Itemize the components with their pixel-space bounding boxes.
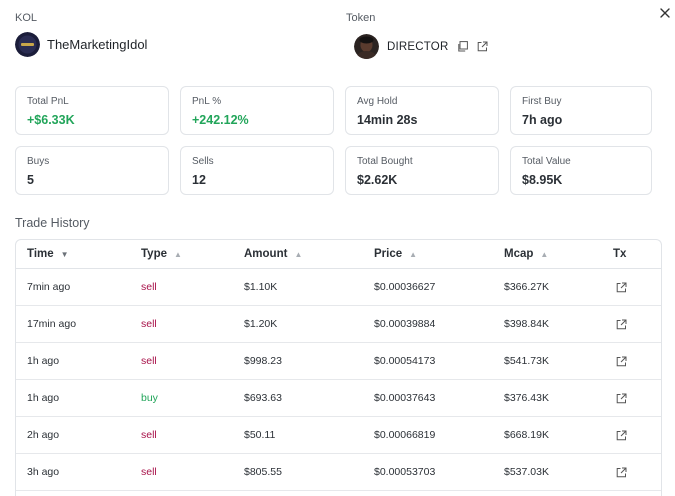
column-header-type[interactable]: Type ▲ [141,248,182,260]
table-header: Time ▼ Type ▲ Amount ▲ Price ▲ Mcap ▲ Tx [16,240,661,269]
cell-amount: $693.63 [244,392,282,404]
stat-label: Total PnL [27,96,69,107]
cell-type: sell [141,466,157,478]
kol-label: KOL [15,12,38,24]
cell-time: 2h ago [27,429,60,441]
token-info: DIRECTOR [354,34,488,59]
column-header-tx: Tx [613,248,626,260]
stat-card-pnl-percent: PnL % +242.12% [180,86,334,135]
sort-asc-icon: ▲ [409,249,418,259]
stat-value: 12 [192,173,206,187]
external-link-icon[interactable] [616,467,627,478]
stat-card-sells: Sells 12 [180,146,334,195]
cell-type: sell [141,429,157,441]
stat-card-total-value: Total Value $8.95K [510,146,652,195]
stat-value: +242.12% [192,113,249,127]
cell-time: 1h ago [27,355,60,367]
cell-type: sell [141,355,157,367]
stat-label: Buys [27,156,50,167]
trade-history-table: Time ▼ Type ▲ Amount ▲ Price ▲ Mcap ▲ Tx… [15,239,662,496]
sort-desc-icon: ▼ [60,249,69,259]
table-row: 7min ago sell $1.10K $0.00036627 $366.27… [16,269,661,306]
column-header-price[interactable]: Price ▲ [374,248,417,260]
cell-amount: $998.23 [244,355,282,367]
stat-label: Sells [192,156,214,167]
cell-time: 1h ago [27,392,60,404]
external-link-icon[interactable] [616,356,627,367]
cell-price: $0.00036627 [374,281,436,293]
cell-price: $0.00039884 [374,318,436,330]
table-row: 1h ago sell $998.23 $0.00054173 $541.73K [16,343,661,380]
copy-icon[interactable] [457,41,469,52]
token-avatar [354,34,379,59]
column-header-amount[interactable]: Amount ▲ [244,248,302,260]
cell-price: $0.00037643 [374,392,436,404]
external-link-icon[interactable] [616,319,627,330]
trade-history-title: Trade History [15,216,90,230]
cell-mcap: $537.03K [504,466,549,478]
close-icon[interactable] [658,6,674,22]
external-link-icon[interactable] [616,393,627,404]
token-name: DIRECTOR [387,40,449,53]
column-header-mcap[interactable]: Mcap ▲ [504,248,548,260]
stat-label: First Buy [522,96,562,107]
table-row: 2h ago sell $50.11 $0.00066819 $668.19K [16,417,661,454]
kol-name: TheMarketingIdol [47,37,148,52]
column-label: Mcap [504,248,534,260]
cell-time: 3h ago [27,466,60,478]
stat-value: 5 [27,173,34,187]
cell-price: $0.00053703 [374,466,436,478]
cell-time: 7min ago [27,281,71,293]
stat-card-first-buy: First Buy 7h ago [510,86,652,135]
stats-grid: Total PnL +$6.33K PnL % +242.12% Avg Hol… [15,86,662,195]
column-label: Price [374,248,403,260]
sort-asc-icon: ▲ [174,249,182,259]
external-link-icon[interactable] [616,282,627,293]
cell-price: $0.00054173 [374,355,436,367]
table-row: 1h ago buy $693.63 $0.00037643 $376.43K [16,380,661,417]
external-link-icon[interactable] [616,430,627,441]
cell-mcap: $366.27K [504,281,549,293]
sort-asc-icon: ▲ [294,249,303,259]
external-link-icon[interactable] [477,41,488,52]
stat-value: +$6.33K [27,113,75,127]
table-row: 17min ago sell $1.20K $0.00039884 $398.8… [16,306,661,343]
stat-label: Total Value [522,156,571,167]
stat-card-total-pnl: Total PnL +$6.33K [15,86,169,135]
cell-mcap: $541.73K [504,355,549,367]
stat-label: Total Bought [357,156,413,167]
stat-label: Avg Hold [357,96,398,107]
token-label: Token [346,12,376,24]
cell-type: sell [141,318,157,330]
cell-amount: $1.20K [244,318,278,330]
column-label: Time [27,248,54,260]
cell-mcap: $376.43K [504,392,549,404]
cell-mcap: $668.19K [504,429,549,441]
cell-amount: $1.10K [244,281,278,293]
cell-type: sell [141,281,157,293]
kol-avatar [15,32,40,57]
column-label: Type [141,248,167,260]
stat-value: 14min 28s [357,113,418,127]
table-row: 3h ago sell $805.55 $0.00053703 $537.03K [16,454,661,491]
sort-asc-icon: ▲ [540,249,549,259]
cell-time: 17min ago [27,318,77,330]
stat-label: PnL % [192,96,222,107]
stat-card-buys: Buys 5 [15,146,169,195]
cell-amount: $50.11 [244,429,276,441]
stat-value: $8.95K [522,173,563,187]
cell-price: $0.00066819 [374,429,436,441]
column-label: Tx [613,248,627,260]
kol-info[interactable]: TheMarketingIdol [15,32,147,57]
cell-amount: $805.55 [244,466,282,478]
cell-type: buy [141,392,158,404]
stat-value: 7h ago [522,113,563,127]
column-label: Amount [244,248,288,260]
stat-card-avg-hold: Avg Hold 14min 28s [345,86,499,135]
stat-value: $2.62K [357,173,398,187]
column-header-time[interactable]: Time ▼ [27,248,69,260]
stat-card-total-bought: Total Bought $2.62K [345,146,499,195]
cell-mcap: $398.84K [504,318,549,330]
